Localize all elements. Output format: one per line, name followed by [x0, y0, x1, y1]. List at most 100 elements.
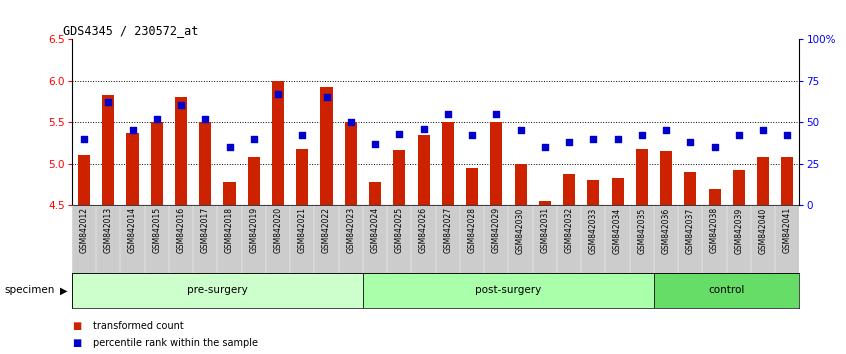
- Point: [586, 136, 600, 142]
- Text: GSM842034: GSM842034: [613, 207, 622, 253]
- Bar: [612, 178, 624, 205]
- Point: [344, 119, 358, 125]
- Bar: [78, 155, 90, 205]
- Bar: [363, 273, 654, 308]
- Point: [199, 116, 212, 122]
- Point: [272, 91, 285, 97]
- Text: GSM842019: GSM842019: [250, 207, 258, 253]
- Text: GSM842021: GSM842021: [298, 207, 307, 253]
- Bar: [272, 80, 284, 205]
- Bar: [733, 170, 744, 205]
- Bar: [102, 95, 114, 205]
- Bar: [466, 168, 478, 205]
- Bar: [684, 172, 696, 205]
- Text: GSM842013: GSM842013: [104, 207, 113, 253]
- Text: GSM842028: GSM842028: [468, 207, 476, 253]
- Point: [659, 128, 673, 133]
- Bar: [539, 201, 551, 205]
- Text: GSM842029: GSM842029: [492, 207, 501, 253]
- Point: [247, 136, 261, 142]
- Bar: [296, 149, 308, 205]
- Point: [538, 144, 552, 150]
- Text: GSM842030: GSM842030: [516, 207, 525, 253]
- Bar: [563, 174, 575, 205]
- Bar: [72, 273, 363, 308]
- Point: [514, 128, 527, 133]
- Point: [563, 139, 576, 145]
- Text: GSM842026: GSM842026: [419, 207, 428, 253]
- Bar: [490, 122, 503, 205]
- Point: [441, 111, 454, 116]
- Text: GSM842037: GSM842037: [686, 207, 695, 253]
- Text: GSM842023: GSM842023: [346, 207, 355, 253]
- Bar: [151, 122, 162, 205]
- Text: GSM842020: GSM842020: [273, 207, 283, 253]
- Point: [708, 144, 722, 150]
- Text: ▶: ▶: [60, 285, 68, 295]
- Point: [77, 136, 91, 142]
- Text: GSM842036: GSM842036: [662, 207, 671, 253]
- Bar: [660, 151, 672, 205]
- Text: GSM842022: GSM842022: [322, 207, 331, 253]
- Point: [150, 116, 163, 122]
- Point: [295, 133, 309, 138]
- Point: [320, 94, 333, 100]
- Text: GSM842012: GSM842012: [80, 207, 89, 253]
- Text: GSM842038: GSM842038: [710, 207, 719, 253]
- Bar: [417, 135, 430, 205]
- Bar: [175, 97, 187, 205]
- Text: GSM842039: GSM842039: [734, 207, 744, 253]
- Text: GSM842025: GSM842025: [395, 207, 404, 253]
- Bar: [654, 273, 799, 308]
- Bar: [126, 133, 139, 205]
- Point: [756, 128, 770, 133]
- Bar: [199, 122, 212, 205]
- Bar: [708, 189, 721, 205]
- Text: GSM842031: GSM842031: [541, 207, 549, 253]
- Bar: [321, 87, 332, 205]
- Text: pre-surgery: pre-surgery: [187, 285, 248, 295]
- Point: [417, 126, 431, 132]
- Text: GSM842027: GSM842027: [443, 207, 453, 253]
- Point: [781, 133, 794, 138]
- Bar: [635, 149, 648, 205]
- Bar: [344, 122, 357, 205]
- Text: GSM842017: GSM842017: [201, 207, 210, 253]
- Point: [684, 139, 697, 145]
- Point: [732, 133, 745, 138]
- Point: [490, 111, 503, 116]
- Text: post-surgery: post-surgery: [475, 285, 541, 295]
- Text: GSM842033: GSM842033: [589, 207, 598, 253]
- Bar: [514, 164, 526, 205]
- Bar: [393, 150, 405, 205]
- Point: [611, 136, 624, 142]
- Text: GSM842015: GSM842015: [152, 207, 162, 253]
- Text: GSM842032: GSM842032: [564, 207, 574, 253]
- Point: [126, 128, 140, 133]
- Point: [635, 133, 649, 138]
- Text: GSM842041: GSM842041: [783, 207, 792, 253]
- Text: GDS4345 / 230572_at: GDS4345 / 230572_at: [63, 24, 199, 37]
- Text: GSM842016: GSM842016: [177, 207, 185, 253]
- Point: [102, 99, 115, 105]
- Point: [222, 144, 236, 150]
- Bar: [587, 181, 599, 205]
- Text: GSM842040: GSM842040: [759, 207, 767, 253]
- Text: ■: ■: [72, 338, 81, 348]
- Text: percentile rank within the sample: percentile rank within the sample: [93, 338, 258, 348]
- Bar: [223, 182, 235, 205]
- Bar: [782, 157, 794, 205]
- Text: GSM842014: GSM842014: [128, 207, 137, 253]
- Text: ■: ■: [72, 321, 81, 331]
- Text: specimen: specimen: [4, 285, 55, 295]
- Bar: [369, 182, 381, 205]
- Text: control: control: [709, 285, 744, 295]
- Point: [465, 133, 479, 138]
- Text: GSM842035: GSM842035: [637, 207, 646, 253]
- Text: transformed count: transformed count: [93, 321, 184, 331]
- Point: [368, 141, 382, 147]
- Bar: [757, 157, 769, 205]
- Bar: [248, 157, 260, 205]
- Point: [393, 131, 406, 137]
- Point: [174, 103, 188, 108]
